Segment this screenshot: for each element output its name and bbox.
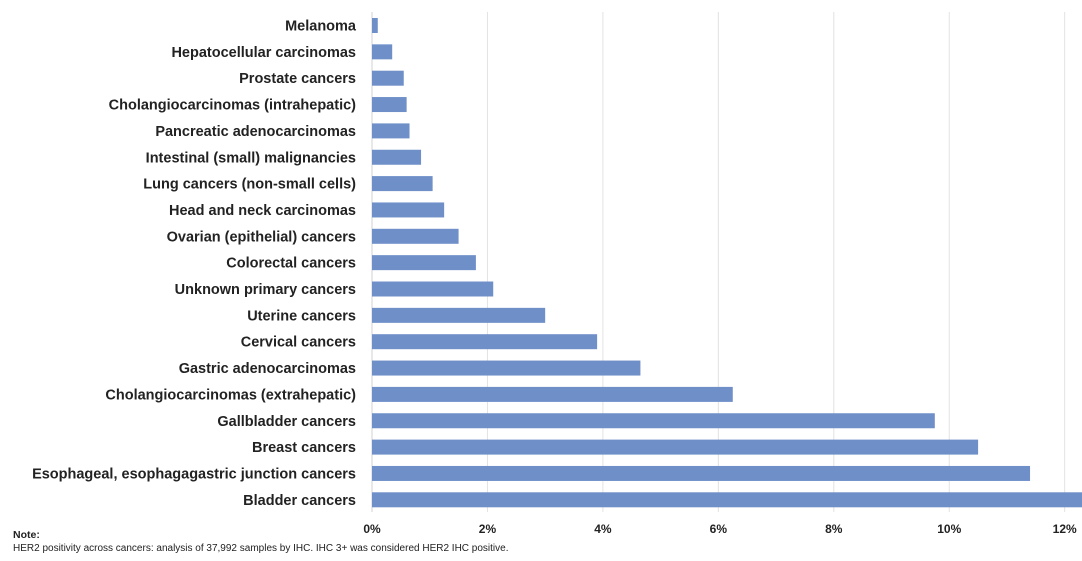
category-label: Melanoma xyxy=(285,19,357,35)
bar xyxy=(372,176,433,192)
category-label: Pancreatic adenocarcinomas xyxy=(155,124,356,140)
bar xyxy=(372,386,733,402)
bar xyxy=(372,255,476,271)
category-label: Cholangiocarcinomas (intrahepatic) xyxy=(109,98,357,114)
bar xyxy=(372,18,378,33)
category-label: Ovarian (epithelial) cancers xyxy=(167,229,356,245)
category-label: Esophageal, esophagagastric junction can… xyxy=(32,466,356,482)
bar xyxy=(372,202,445,218)
category-label: Head and neck carcinomas xyxy=(169,203,356,219)
x-tick-label: 0% xyxy=(363,522,381,536)
x-tick-label: 12% xyxy=(1053,522,1077,536)
category-label: Breast cancers xyxy=(252,440,356,456)
bar xyxy=(372,281,494,297)
bar xyxy=(372,307,546,323)
bar xyxy=(372,334,598,350)
note-text: HER2 positivity across cancers: analysis… xyxy=(13,543,509,554)
x-tick-label: 10% xyxy=(937,522,961,536)
x-axis-ticks: 0% 2% 4% 6% 8% 10% 12% xyxy=(363,522,1077,536)
category-label: Cholangiocarcinomas (extrahepatic) xyxy=(105,387,356,403)
x-tick-label: 4% xyxy=(594,522,612,536)
gridlines xyxy=(371,12,1066,512)
category-label: Prostate cancers xyxy=(239,71,356,87)
category-label: Gallbladder cancers xyxy=(217,414,356,430)
category-labels: Melanoma Hepatocellular carcinomas Prostat… xyxy=(32,19,357,509)
bar xyxy=(372,123,410,139)
category-label: Colorectal cancers xyxy=(226,256,356,272)
category-label: Bladder cancers xyxy=(243,493,356,509)
bars xyxy=(372,18,1082,508)
bar xyxy=(372,44,393,60)
bar xyxy=(372,360,641,376)
x-tick-label: 8% xyxy=(825,522,843,536)
bar xyxy=(372,70,404,86)
note-title: Note: xyxy=(13,529,40,541)
bar xyxy=(372,439,979,455)
bar xyxy=(372,228,459,244)
x-tick-label: 2% xyxy=(479,522,497,536)
x-tick-label: 6% xyxy=(710,522,728,536)
bar xyxy=(372,492,1082,508)
bar xyxy=(372,149,422,165)
category-label: Intestinal (small) malignancies xyxy=(146,150,356,166)
category-label: Gastric adenocarcinomas xyxy=(179,361,356,377)
category-label: Hepatocellular carcinomas xyxy=(171,45,356,61)
category-label: Unknown primary cancers xyxy=(175,282,356,298)
category-label: Uterine cancers xyxy=(247,308,356,324)
bar xyxy=(372,465,1031,481)
bar xyxy=(372,413,935,429)
category-label: Lung cancers (non-small cells) xyxy=(143,177,356,193)
category-label: Cervical cancers xyxy=(241,335,356,351)
bar xyxy=(372,97,407,113)
